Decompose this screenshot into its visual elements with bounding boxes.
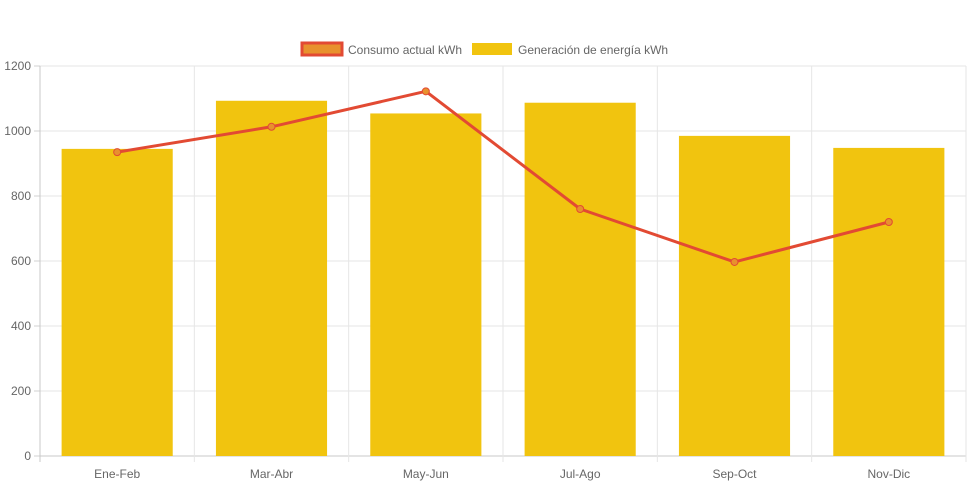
x-tick-label: Ene-Feb [94, 467, 140, 481]
legend: Consumo actual kWh Generación de energía … [300, 41, 668, 57]
x-tick-label: Sep-Oct [712, 467, 757, 481]
bar[interactable] [833, 147, 945, 456]
line-point[interactable] [267, 122, 276, 131]
bar[interactable] [370, 113, 482, 456]
bar[interactable] [215, 100, 328, 457]
legend-swatch-generacion [472, 43, 512, 55]
y-tick-label: 200 [11, 384, 31, 398]
line-point[interactable] [730, 257, 739, 266]
axes: 0 200 400 600 800 1000 1200 Ene-Feb Mar-Abr May-J… [4, 59, 910, 481]
y-tick-label: 600 [11, 254, 31, 268]
x-tick-label: Jul-Ago [560, 467, 601, 481]
line-point[interactable] [884, 218, 893, 226]
line-point[interactable] [113, 148, 122, 157]
x-tick-label: Mar-Abr [250, 467, 293, 481]
legend-label-consumo: Consumo actual kWh [348, 43, 462, 57]
y-tick-label: 800 [11, 189, 31, 203]
line-point[interactable] [576, 205, 585, 213]
y-tick-label: 400 [11, 319, 31, 333]
y-tick-label: 1200 [4, 59, 31, 73]
grid-lines [34, 65, 967, 462]
y-tick-label: 0 [24, 449, 31, 463]
series-line [116, 89, 890, 264]
x-tick-label: May-Jun [403, 467, 449, 481]
bar[interactable] [678, 135, 791, 456]
legend-label-generacion: Generación de energía kWh [518, 43, 668, 57]
x-tick-label: Nov-Dic [867, 467, 910, 481]
bar-series [61, 100, 945, 457]
legend-swatch-consumo [300, 41, 344, 57]
y-tick-label: 1000 [4, 124, 31, 138]
bar[interactable] [524, 102, 636, 456]
bar[interactable] [61, 148, 173, 456]
line-point[interactable] [421, 87, 430, 96]
legend-item-generacion[interactable]: Generación de energía kWh [472, 43, 668, 57]
legend-item-consumo[interactable]: Consumo actual kWh [300, 41, 462, 57]
line-series [113, 87, 893, 266]
